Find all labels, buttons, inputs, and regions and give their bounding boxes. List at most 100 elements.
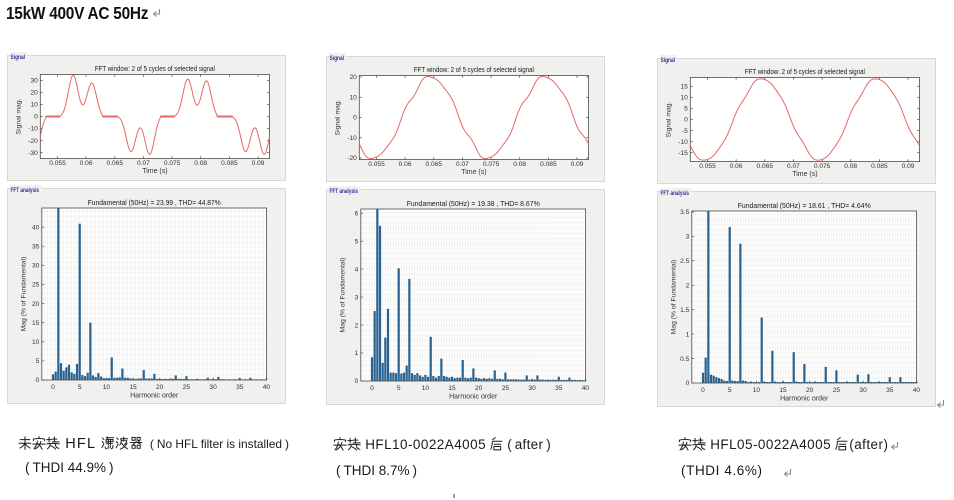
svg-text:30: 30 xyxy=(32,263,40,270)
svg-text:-10: -10 xyxy=(678,139,688,146)
svg-text:10: 10 xyxy=(32,339,40,346)
svg-text:Signal mag.: Signal mag. xyxy=(16,98,23,134)
svg-text:0.075: 0.075 xyxy=(482,161,499,168)
svg-text:30: 30 xyxy=(528,385,536,392)
svg-text:10: 10 xyxy=(753,387,761,394)
svg-text:0.07: 0.07 xyxy=(455,161,468,168)
svg-text:Harmonic order: Harmonic order xyxy=(780,396,829,403)
svg-text:25: 25 xyxy=(183,384,191,391)
svg-text:40: 40 xyxy=(581,385,589,392)
svg-text:Signal: Signal xyxy=(329,55,344,62)
svg-text:10: 10 xyxy=(103,384,111,391)
svg-text:FFT window: 2 of 5 cycles of s: FFT window: 2 of 5 cycles of selected si… xyxy=(413,65,533,74)
svg-text:0.075: 0.075 xyxy=(164,160,181,167)
svg-text:0.075: 0.075 xyxy=(814,163,831,170)
svg-text:Time (s): Time (s) xyxy=(792,171,817,178)
svg-text:Fundamental (50Hz) = 18.61 , T: Fundamental (50Hz) = 18.61 , THD= 4.64% xyxy=(738,201,872,210)
svg-text:4: 4 xyxy=(354,266,358,273)
svg-text:FFT window: 2 of 5 cycles of s: FFT window: 2 of 5 cycles of selected si… xyxy=(745,67,865,76)
svg-text:0.09: 0.09 xyxy=(570,161,583,168)
svg-text:0.09: 0.09 xyxy=(252,160,265,167)
svg-text:15: 15 xyxy=(129,384,137,391)
svg-text:15: 15 xyxy=(32,320,40,327)
svg-text:-20: -20 xyxy=(28,138,38,145)
svg-text:30: 30 xyxy=(859,387,867,394)
svg-text:Fundamental (50Hz) = 19.38 , T: Fundamental (50Hz) = 19.38 , THD= 8.67% xyxy=(406,199,540,208)
svg-text:Signal mag.: Signal mag. xyxy=(666,101,673,137)
svg-text:25: 25 xyxy=(501,385,509,392)
svg-text:20: 20 xyxy=(806,387,814,394)
svg-text:0.065: 0.065 xyxy=(757,163,774,170)
svg-text:15: 15 xyxy=(448,385,456,392)
svg-text:35: 35 xyxy=(236,384,244,391)
svg-text:Time (s): Time (s) xyxy=(142,168,167,175)
svg-text:Mag (% of Fundamental): Mag (% of Fundamental) xyxy=(339,258,346,333)
svg-text:Mag (% of Fundamental): Mag (% of Fundamental) xyxy=(671,260,678,335)
svg-text:Fundamental (50Hz) = 23.99 , T: Fundamental (50Hz) = 23.99 , THD= 44.87% xyxy=(88,198,222,207)
svg-text:0: 0 xyxy=(701,387,705,394)
svg-text:25: 25 xyxy=(32,282,40,289)
svg-text:FFT analysis: FFT analysis xyxy=(11,187,40,194)
svg-text:0.08: 0.08 xyxy=(194,160,207,167)
svg-text:6: 6 xyxy=(354,210,358,217)
svg-text:Mag (% of Fundamental): Mag (% of Fundamental) xyxy=(21,257,28,332)
svg-text:0.085: 0.085 xyxy=(871,163,888,170)
svg-text:20: 20 xyxy=(349,74,357,81)
svg-text:0.065: 0.065 xyxy=(425,161,442,168)
svg-text:20: 20 xyxy=(30,90,38,97)
svg-text:10: 10 xyxy=(349,95,357,102)
svg-text:FFT window: 2 of 5 cycles of s: FFT window: 2 of 5 cycles of selected si… xyxy=(95,64,215,73)
svg-text:35: 35 xyxy=(32,243,40,250)
svg-text:0: 0 xyxy=(51,384,55,391)
svg-text:5: 5 xyxy=(396,385,400,392)
svg-text:FFT analysis: FFT analysis xyxy=(661,190,690,197)
svg-text:0.06: 0.06 xyxy=(80,160,93,167)
svg-text:0.08: 0.08 xyxy=(844,163,857,170)
svg-text:0.055: 0.055 xyxy=(49,160,66,167)
svg-text:10: 10 xyxy=(421,385,429,392)
svg-text:Harmonic order: Harmonic order xyxy=(449,394,498,401)
svg-text:0.5: 0.5 xyxy=(680,356,689,363)
svg-text:0: 0 xyxy=(370,385,374,392)
svg-text:0: 0 xyxy=(34,114,38,121)
svg-text:Time (s): Time (s) xyxy=(461,169,486,176)
svg-text:-5: -5 xyxy=(682,128,688,135)
svg-text:5: 5 xyxy=(354,238,358,245)
svg-text:-30: -30 xyxy=(28,150,38,157)
svg-text:20: 20 xyxy=(156,384,164,391)
svg-text:15: 15 xyxy=(779,387,787,394)
svg-text:40: 40 xyxy=(913,387,921,394)
svg-text:1.5: 1.5 xyxy=(680,307,689,314)
svg-text:1: 1 xyxy=(354,350,358,357)
svg-text:30: 30 xyxy=(30,78,38,85)
svg-text:Harmonic order: Harmonic order xyxy=(130,393,179,400)
svg-text:0.085: 0.085 xyxy=(540,161,557,168)
svg-text:0: 0 xyxy=(353,115,357,122)
svg-text:0.06: 0.06 xyxy=(730,163,743,170)
svg-text:0.07: 0.07 xyxy=(137,160,150,167)
svg-text:10: 10 xyxy=(30,102,38,109)
svg-text:1: 1 xyxy=(686,331,690,338)
svg-text:5: 5 xyxy=(684,106,688,113)
svg-text:5: 5 xyxy=(78,384,82,391)
svg-text:20: 20 xyxy=(32,301,40,308)
svg-text:0: 0 xyxy=(686,380,690,387)
svg-text:3: 3 xyxy=(354,294,358,301)
svg-text:0.07: 0.07 xyxy=(787,163,800,170)
svg-text:2.5: 2.5 xyxy=(680,258,689,265)
svg-text:0.085: 0.085 xyxy=(221,160,238,167)
svg-text:10: 10 xyxy=(680,95,688,102)
svg-text:0: 0 xyxy=(36,377,40,384)
svg-text:Signal: Signal xyxy=(11,54,26,61)
svg-text:40: 40 xyxy=(263,384,271,391)
svg-text:0: 0 xyxy=(354,378,358,385)
svg-text:-10: -10 xyxy=(28,126,38,133)
svg-text:3.5: 3.5 xyxy=(680,209,689,216)
svg-text:0.065: 0.065 xyxy=(107,160,124,167)
svg-text:15: 15 xyxy=(680,84,688,91)
svg-text:-15: -15 xyxy=(678,150,688,157)
svg-text:35: 35 xyxy=(886,387,894,394)
svg-text:2: 2 xyxy=(686,283,690,290)
svg-text:-20: -20 xyxy=(347,155,357,162)
svg-text:0.06: 0.06 xyxy=(398,161,411,168)
